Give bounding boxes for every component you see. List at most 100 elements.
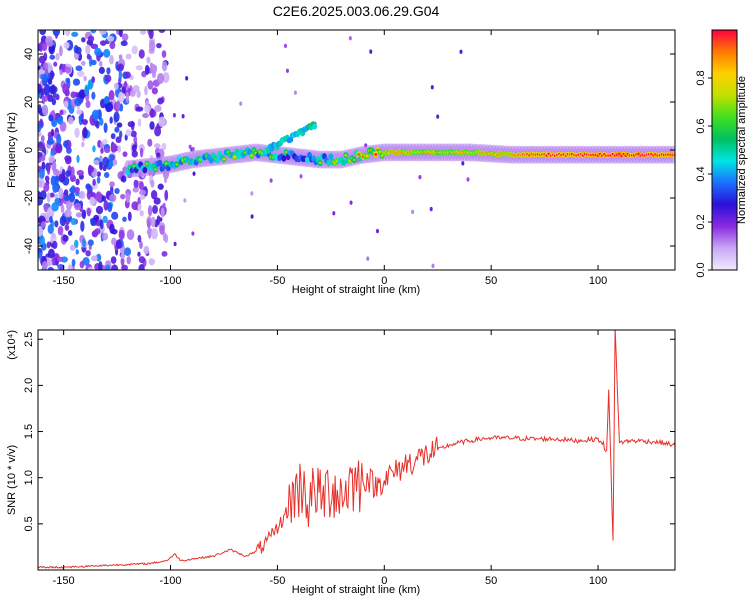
spectrogram-speckle [44,175,50,182]
spectrogram-speckle [118,229,125,241]
spectrogram-speckle [109,54,114,65]
spectrogram-speckle [147,205,153,217]
spectrogram-speckle [118,69,122,81]
spectrogram-speckle [46,192,51,203]
spectrogram-speckle [411,209,415,215]
spectrogram-speckle [54,193,59,200]
spectrogram-speckle [99,219,104,230]
spectrogram-speckle [70,185,76,195]
ridge-core-cell [328,153,334,160]
spectrogram-speckle [64,224,70,231]
spectrogram-speckle [111,228,118,235]
spectrogram-speckle [139,194,146,200]
ridge-peak-cell [250,154,254,157]
spectrogram-speckle [51,118,58,128]
spectrogram-speckle [75,178,80,186]
spectrogram-speckle [78,89,86,99]
spectrogram-speckle [87,81,93,90]
spectrogram-speckle [116,100,121,110]
ridge-peak-cell [154,168,157,171]
snr-panel: -150 -100 -50 0 50 100 0.5 1.0 1.5 2.0 2.5 Height… [6,329,676,596]
snr-x-label: Height of straight line (km) [292,584,420,596]
spectrogram-speckle [146,56,151,64]
spectrogram-speckle [183,198,187,203]
ridge-core-cell [142,166,148,174]
spectrogram-speckle [107,35,115,42]
spectrogram-speckle [110,256,117,264]
spectrogram-speckle [64,209,72,218]
spectrogram-speckle [91,76,95,84]
spectrogram-speckle [137,251,141,257]
spectrogram-speckle [147,80,154,90]
spectrogram-speckle [76,169,85,176]
spectrogram-speckle [48,85,56,95]
spectrogram-speckle [250,214,254,219]
snr-x-tick-label: 50 [485,575,497,587]
spectrogram-speckle [100,147,104,154]
spectrogram-speckle [150,228,159,240]
spectrogram-speckle [74,96,82,107]
spectrogram-speckle [99,40,107,46]
colorbar-ticks: 0.0 0.2 0.4 0.6 0.8 [695,70,712,278]
ridge-peak-cell [284,151,288,154]
spectrogram-speckle [332,211,336,216]
spectrogram-speckle [102,215,108,224]
spectrogram-speckle [172,113,176,118]
spectrogram-speckle [150,190,158,200]
spectrogram-speckle [124,247,132,256]
spectrogram-speckle [39,118,44,127]
spectrogram-speckle [111,264,119,270]
spectrogram-speckle [57,225,64,236]
spectrogram-speckle [68,192,76,203]
spectrogram-speckle [109,181,115,188]
spectrogram-speckle [430,85,434,90]
spectrogram-speckle [58,187,64,199]
spectrogram-speckle [49,54,56,60]
spectrogram-speckle [101,232,109,241]
snr-y-ticks: 0.5 1.0 1.5 2.0 2.5 [23,332,675,531]
spectrogram-speckle [459,49,463,54]
spectrogram-speckle [137,203,142,211]
spectrogram-speckle [466,177,470,182]
spectrogram-speckle [103,172,110,179]
spectrogram-speckle [126,256,131,265]
spectrogram-speckle [113,82,119,90]
spectrogram-speckle [74,127,80,138]
spectrogram-speckle [375,228,379,234]
spectrogram-speckle [156,42,162,49]
spectrogram-x-ticks: -150 -100 -50 0 50 100 [53,30,607,287]
spectrogram-speckle [60,265,65,270]
spectrogram-speckle [47,248,55,259]
spectrogram-speckle [107,202,113,213]
spectrogram-speckle [431,263,435,269]
spectrogram-speckle [103,95,110,105]
spectrogram-speckle [72,78,81,86]
spectrogram-speckle [43,62,49,71]
ridge-core-cell [281,155,287,162]
spectrogram-speckle [82,257,90,266]
colorbar-tick-label: 0.2 [695,214,707,229]
spectrogram-speckle [133,179,139,188]
spectrogram-speckle [74,186,80,194]
spectrogram-speckle [39,168,45,179]
spectrogram-speckle [40,135,45,142]
ridge-peak-cell [222,158,226,161]
ridge-peak-cell [164,162,168,165]
spectrogram-speckle [139,181,144,191]
spectrogram-speckle [98,66,105,75]
snr-y-label: SNR (10 * v/v) [6,445,18,515]
spectrogram-speckle [269,178,273,183]
spectrogram-speckle [143,245,150,255]
spectrogram-speckle [38,156,42,163]
spectrogram-speckle [38,178,45,188]
spectrogram-speckle [366,256,370,261]
spectrogram-speckle [159,217,163,222]
spectrogram-speckle [161,142,167,151]
spectrogram-speckle [137,118,142,127]
snr-y-multiplier: (x10⁴) [6,330,18,360]
spectrogram-speckle [70,91,77,99]
spectrogram-speckle [188,144,192,149]
spectrogram-speckle [59,109,64,116]
spectrogram-speckle [50,70,55,80]
spectrogram-speckle [92,178,96,186]
